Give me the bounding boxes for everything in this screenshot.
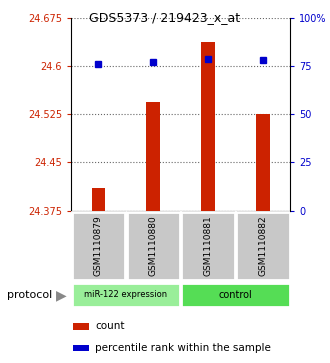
Text: percentile rank within the sample: percentile rank within the sample [95,343,271,353]
Text: count: count [95,321,125,331]
Text: protocol: protocol [7,290,52,300]
Bar [256,114,270,211]
Text: GSM1110881: GSM1110881 [204,216,213,276]
Text: control: control [219,290,252,300]
Bar [73,323,88,330]
Text: GSM1110879: GSM1110879 [94,216,103,276]
Bar [127,212,180,280]
Bar [236,212,290,280]
Text: GSM1110882: GSM1110882 [258,216,268,276]
Bar [201,42,215,211]
Bar [147,102,160,211]
Bar [72,212,125,280]
Bar [72,283,180,307]
Text: GSM1110880: GSM1110880 [149,216,158,276]
Text: GDS5373 / 219423_x_at: GDS5373 / 219423_x_at [89,11,241,24]
Text: ▶: ▶ [56,288,66,302]
Bar [182,283,290,307]
Text: miR-122 expression: miR-122 expression [84,290,167,299]
Bar [91,188,105,211]
Bar [182,212,235,280]
Bar [73,345,88,351]
